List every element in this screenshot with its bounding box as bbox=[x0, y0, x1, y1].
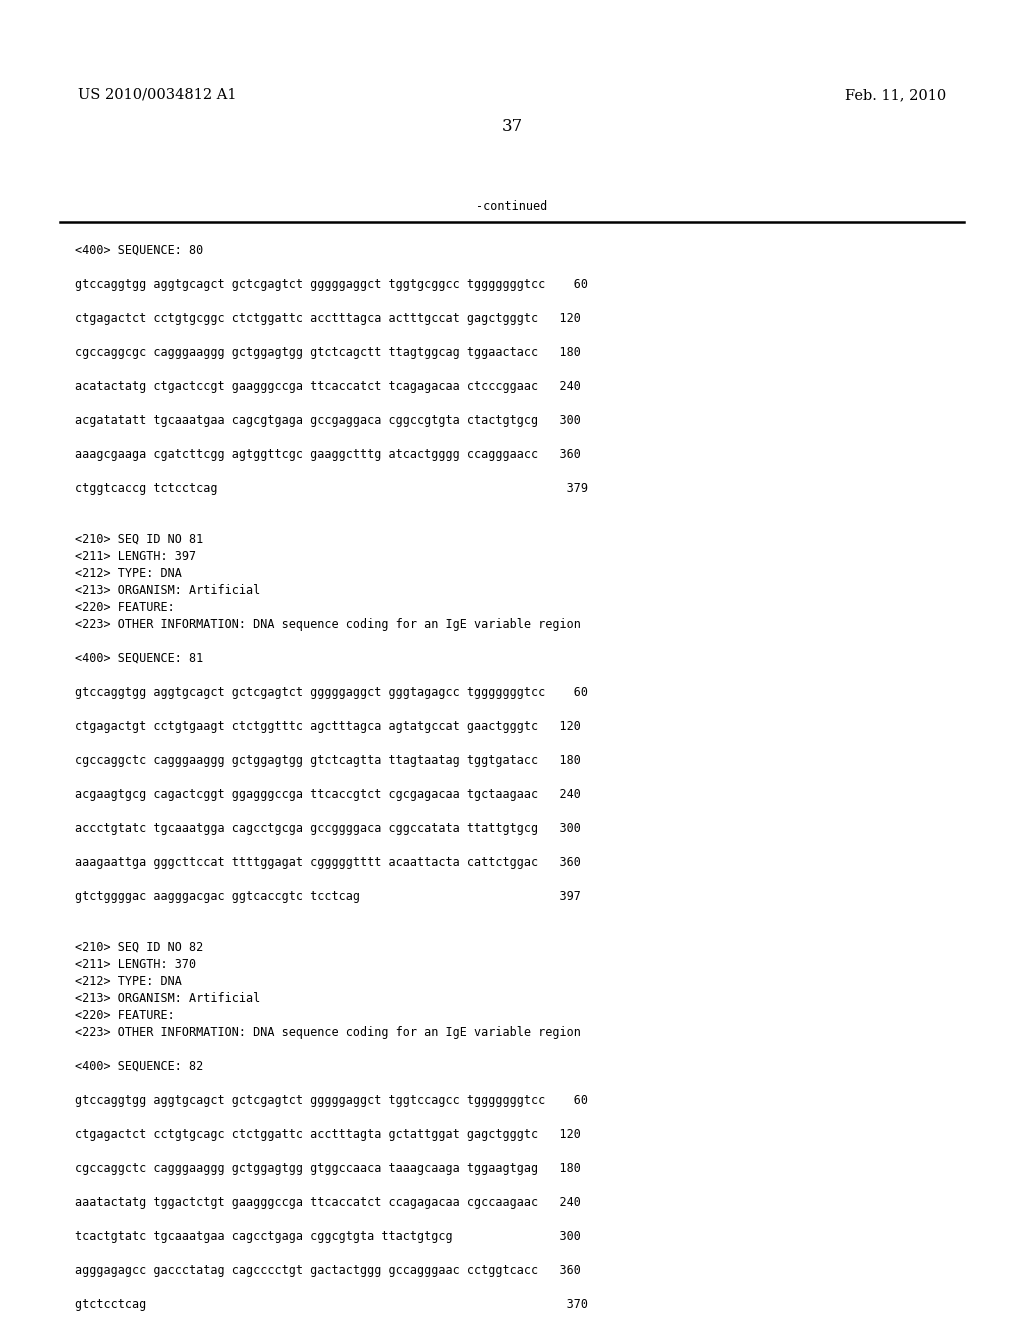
Text: -continued: -continued bbox=[476, 201, 548, 213]
Text: 37: 37 bbox=[502, 117, 522, 135]
Text: ctgagactct cctgtgcggc ctctggattc acctttagca actttgccat gagctgggtc   120: ctgagactct cctgtgcggc ctctggattc accttta… bbox=[75, 312, 581, 325]
Text: <211> LENGTH: 397: <211> LENGTH: 397 bbox=[75, 550, 197, 564]
Text: acatactatg ctgactccgt gaagggccga ttcaccatct tcagagacaa ctcccggaac   240: acatactatg ctgactccgt gaagggccga ttcacca… bbox=[75, 380, 581, 393]
Text: tcactgtatc tgcaaatgaa cagcctgaga cggcgtgta ttactgtgcg               300: tcactgtatc tgcaaatgaa cagcctgaga cggcgtg… bbox=[75, 1230, 581, 1243]
Text: <213> ORGANISM: Artificial: <213> ORGANISM: Artificial bbox=[75, 583, 260, 597]
Text: <400> SEQUENCE: 81: <400> SEQUENCE: 81 bbox=[75, 652, 203, 665]
Text: ctggtcaccg tctcctcag                                                 379: ctggtcaccg tctcctcag 379 bbox=[75, 482, 588, 495]
Text: <400> SEQUENCE: 82: <400> SEQUENCE: 82 bbox=[75, 1060, 203, 1073]
Text: ctgagactgt cctgtgaagt ctctggtttc agctttagca agtatgccat gaactgggtc   120: ctgagactgt cctgtgaagt ctctggtttc agcttta… bbox=[75, 719, 581, 733]
Text: agggagagcc gaccctatag cagcccctgt gactactggg gccagggaac cctggtcacc   360: agggagagcc gaccctatag cagcccctgt gactact… bbox=[75, 1265, 581, 1276]
Text: <220> FEATURE:: <220> FEATURE: bbox=[75, 1008, 175, 1022]
Text: <400> SEQUENCE: 80: <400> SEQUENCE: 80 bbox=[75, 244, 203, 257]
Text: acgaagtgcg cagactcggt ggagggccga ttcaccgtct cgcgagacaa tgctaagaac   240: acgaagtgcg cagactcggt ggagggccga ttcaccg… bbox=[75, 788, 581, 801]
Text: <211> LENGTH: 370: <211> LENGTH: 370 bbox=[75, 958, 197, 972]
Text: <220> FEATURE:: <220> FEATURE: bbox=[75, 601, 175, 614]
Text: cgccaggctc cagggaaggg gctggagtgg gtggccaaca taaagcaaga tggaagtgag   180: cgccaggctc cagggaaggg gctggagtgg gtggcca… bbox=[75, 1162, 581, 1175]
Text: <212> TYPE: DNA: <212> TYPE: DNA bbox=[75, 975, 182, 987]
Text: <213> ORGANISM: Artificial: <213> ORGANISM: Artificial bbox=[75, 993, 260, 1005]
Text: <210> SEQ ID NO 81: <210> SEQ ID NO 81 bbox=[75, 533, 203, 546]
Text: gtccaggtgg aggtgcagct gctcgagtct gggggaggct tggtccagcc tgggggggtcc    60: gtccaggtgg aggtgcagct gctcgagtct gggggag… bbox=[75, 1094, 588, 1107]
Text: <212> TYPE: DNA: <212> TYPE: DNA bbox=[75, 568, 182, 579]
Text: gtctcctcag                                                           370: gtctcctcag 370 bbox=[75, 1298, 588, 1311]
Text: <223> OTHER INFORMATION: DNA sequence coding for an IgE variable region: <223> OTHER INFORMATION: DNA sequence co… bbox=[75, 1026, 581, 1039]
Text: cgccaggctc cagggaaggg gctggagtgg gtctcagtta ttagtaatag tggtgatacc   180: cgccaggctc cagggaaggg gctggagtgg gtctcag… bbox=[75, 754, 581, 767]
Text: acgatatatt tgcaaatgaa cagcgtgaga gccgaggaca cggccgtgta ctactgtgcg   300: acgatatatt tgcaaatgaa cagcgtgaga gccgagg… bbox=[75, 414, 581, 426]
Text: gtccaggtgg aggtgcagct gctcgagtct gggggaggct gggtagagcc tgggggggtcc    60: gtccaggtgg aggtgcagct gctcgagtct gggggag… bbox=[75, 686, 588, 700]
Text: ctgagactct cctgtgcagc ctctggattc acctttagta gctattggat gagctgggtc   120: ctgagactct cctgtgcagc ctctggattc accttta… bbox=[75, 1129, 581, 1140]
Text: <210> SEQ ID NO 82: <210> SEQ ID NO 82 bbox=[75, 941, 203, 954]
Text: gtctggggac aagggacgac ggtcaccgtc tcctcag                            397: gtctggggac aagggacgac ggtcaccgtc tcctcag… bbox=[75, 890, 581, 903]
Text: aaatactatg tggactctgt gaagggccga ttcaccatct ccagagacaa cgccaagaac   240: aaatactatg tggactctgt gaagggccga ttcacca… bbox=[75, 1196, 581, 1209]
Text: cgccaggcgc cagggaaggg gctggagtgg gtctcagctt ttagtggcag tggaactacc   180: cgccaggcgc cagggaaggg gctggagtgg gtctcag… bbox=[75, 346, 581, 359]
Text: <223> OTHER INFORMATION: DNA sequence coding for an IgE variable region: <223> OTHER INFORMATION: DNA sequence co… bbox=[75, 618, 581, 631]
Text: Feb. 11, 2010: Feb. 11, 2010 bbox=[845, 88, 946, 102]
Text: US 2010/0034812 A1: US 2010/0034812 A1 bbox=[78, 88, 237, 102]
Text: aaagaattga gggcttccat ttttggagat cgggggtttt acaattacta cattctggac   360: aaagaattga gggcttccat ttttggagat cgggggt… bbox=[75, 855, 581, 869]
Text: gtccaggtgg aggtgcagct gctcgagtct gggggaggct tggtgcggcc tgggggggtcc    60: gtccaggtgg aggtgcagct gctcgagtct gggggag… bbox=[75, 279, 588, 290]
Text: aaagcgaaga cgatcttcgg agtggttcgc gaaggctttg atcactgggg ccagggaacc   360: aaagcgaaga cgatcttcgg agtggttcgc gaaggct… bbox=[75, 447, 581, 461]
Text: accctgtatc tgcaaatgga cagcctgcga gccggggaca cggccatata ttattgtgcg   300: accctgtatc tgcaaatgga cagcctgcga gccgggg… bbox=[75, 822, 581, 836]
